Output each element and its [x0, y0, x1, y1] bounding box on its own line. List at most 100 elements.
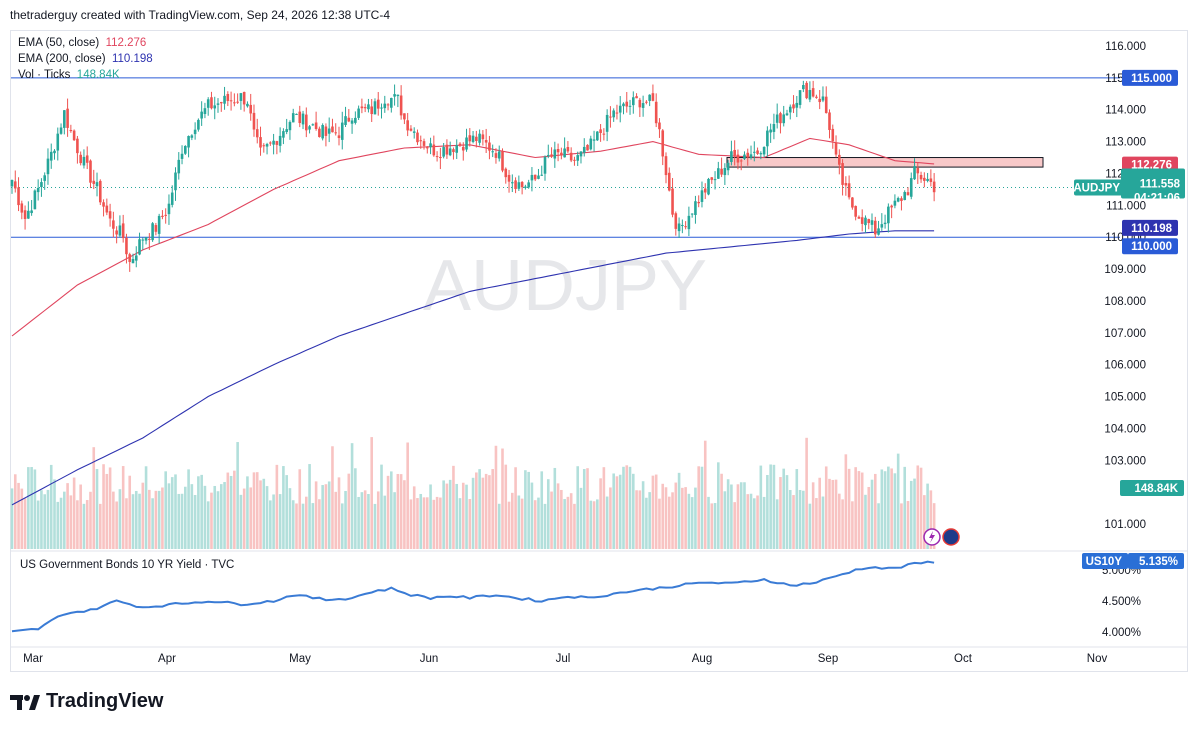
- volume-bar: [442, 480, 445, 549]
- candle-body: [340, 122, 344, 140]
- us10y-line: [11, 560, 935, 633]
- candle: [625, 91, 629, 113]
- tradingview-logo[interactable]: TradingView: [10, 690, 163, 713]
- candle: [667, 167, 671, 192]
- candle-body: [59, 127, 63, 134]
- volume-bar: [563, 499, 566, 549]
- volume-bar: [815, 498, 818, 549]
- volume-bar: [798, 489, 802, 549]
- volume-bar: [579, 487, 583, 549]
- legend-volume[interactable]: Vol · Ticks 148.84K: [18, 67, 153, 83]
- candle-body: [442, 147, 445, 157]
- candle: [399, 85, 403, 120]
- candle-body: [396, 94, 400, 97]
- volume-bar: [314, 481, 318, 549]
- candle: [121, 214, 125, 243]
- volume-bar: [759, 465, 763, 549]
- candle: [560, 147, 563, 160]
- candle: [586, 144, 589, 151]
- candle: [203, 102, 207, 119]
- candle: [461, 142, 465, 161]
- candle: [249, 93, 253, 121]
- candle: [756, 147, 759, 155]
- candle: [769, 123, 772, 143]
- volume-bar: [115, 501, 118, 549]
- volume-bar: [857, 471, 861, 549]
- candle-body: [664, 156, 668, 176]
- candle-body: [399, 95, 403, 116]
- candle-body: [556, 149, 560, 153]
- brand-name: TradingView: [46, 690, 164, 712]
- volume-bar: [932, 503, 936, 549]
- volume-bar: [909, 480, 913, 549]
- legend-ema50[interactable]: EMA (50, close) 112.276: [18, 35, 153, 51]
- symbol-tag: AUDJPY: [1073, 179, 1126, 196]
- volume-bar: [681, 487, 684, 549]
- candle: [733, 140, 736, 166]
- candle-body: [582, 146, 586, 153]
- volume-bar: [452, 465, 455, 549]
- volume-bar: [380, 464, 383, 549]
- candle-body: [347, 117, 351, 122]
- candle-body: [563, 148, 566, 158]
- candle-body: [95, 182, 99, 187]
- volume-bar: [746, 494, 750, 549]
- volume-bar: [569, 493, 573, 549]
- candle-body: [491, 151, 494, 153]
- candle: [641, 95, 645, 117]
- candle: [53, 149, 56, 160]
- volume-bar: [540, 471, 544, 549]
- candle-body: [602, 133, 606, 135]
- volume-tag: 148.84K: [1120, 480, 1184, 496]
- candle: [497, 145, 501, 162]
- candle-body: [694, 201, 697, 215]
- volume-bar: [687, 493, 691, 549]
- candle: [543, 155, 547, 181]
- volume-bar: [913, 478, 916, 549]
- candle: [216, 98, 220, 113]
- candle: [681, 219, 684, 234]
- candle: [932, 173, 936, 202]
- candle-body: [808, 90, 812, 100]
- candle: [533, 174, 537, 182]
- volume-bar: [851, 501, 854, 549]
- volume-bar: [425, 497, 429, 549]
- candle-body: [305, 114, 308, 131]
- candle: [779, 111, 782, 134]
- candle-body: [252, 112, 256, 130]
- price-tick-label: 111.000: [1106, 200, 1146, 212]
- candle-body: [733, 149, 736, 156]
- volume-bar: [291, 500, 295, 549]
- candle: [674, 211, 678, 236]
- volume-bar: [409, 499, 413, 549]
- candle-body: [229, 100, 233, 102]
- candle: [844, 176, 848, 196]
- candle: [89, 159, 92, 189]
- candle: [520, 181, 524, 195]
- us10y-symbol-tag-bg: [1082, 553, 1128, 569]
- candle-body: [481, 134, 485, 140]
- candle-body: [932, 181, 936, 193]
- volume-bar: [475, 472, 478, 549]
- volume-bar: [923, 495, 926, 549]
- candle-body: [66, 108, 69, 128]
- candle: [517, 175, 521, 191]
- candle-body: [262, 145, 266, 147]
- candle-body: [246, 103, 249, 107]
- volume-bar: [906, 501, 910, 549]
- volume-bar: [59, 497, 63, 549]
- candle: [710, 176, 714, 184]
- volume-bar: [340, 503, 344, 549]
- candle-body: [187, 136, 190, 148]
- volume-bar: [184, 486, 187, 549]
- candle: [609, 106, 612, 128]
- month-tick-label: Apr: [158, 653, 176, 665]
- legend-ema200[interactable]: EMA (200, close) 110.198: [18, 51, 153, 67]
- volume-bar: [766, 474, 769, 549]
- candle-body: [190, 135, 194, 138]
- candle-body: [13, 181, 17, 189]
- candle-body: [180, 153, 184, 159]
- candle: [409, 125, 413, 132]
- candle: [439, 147, 442, 170]
